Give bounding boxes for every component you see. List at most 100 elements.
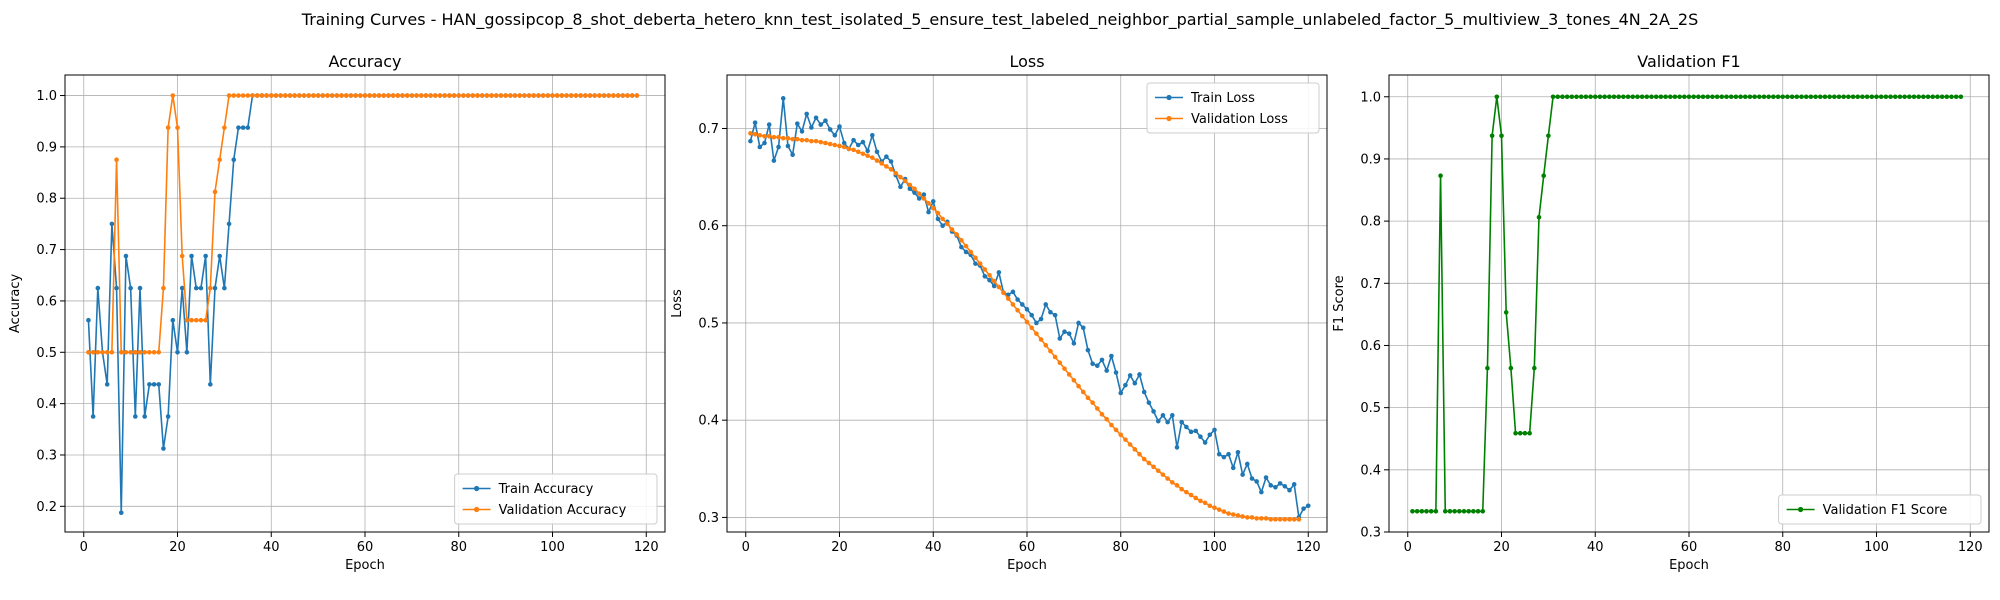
- accuracy-validation-accuracy-point: [128, 349, 133, 355]
- accuracy-validation-accuracy-point: [409, 93, 415, 98]
- accuracy-train-accuracy-point: [193, 285, 199, 291]
- loss-validation-loss-point: [1240, 514, 1245, 519]
- validation-f1-validation-f1-score-point: [1677, 94, 1682, 100]
- accuracy-validation-accuracy-point: [620, 93, 626, 98]
- loss-train-loss-point: [790, 152, 795, 158]
- accuracy-train-accuracy-point: [90, 414, 96, 419]
- validation-f1-xtick-label: 80: [1774, 540, 1791, 555]
- loss-validation-loss-point: [921, 196, 927, 201]
- loss-legend: Train Loss Validation Loss: [1146, 82, 1320, 134]
- loss-validation-loss-point: [1141, 456, 1147, 462]
- accuracy-validation-accuracy-point: [292, 93, 297, 98]
- loss-train-loss-point: [1198, 434, 1203, 440]
- validation-f1-validation-f1-score-point: [1414, 509, 1420, 514]
- loss-validation-loss-point: [809, 138, 814, 144]
- accuracy-validation-accuracy-point: [268, 93, 274, 98]
- accuracy-train-accuracy-point: [175, 349, 180, 355]
- loss-train-loss-point: [1141, 389, 1147, 395]
- accuracy-validation-accuracy-point: [564, 93, 569, 98]
- accuracy-train-accuracy-point: [86, 317, 91, 323]
- validation-f1-validation-f1-score-point: [1761, 94, 1767, 100]
- accuracy-train-accuracy-point: [156, 382, 162, 387]
- loss-validation-loss-point: [1062, 366, 1067, 371]
- validation-f1-ytick-label: 0.4: [1360, 463, 1381, 478]
- validation-f1-validation-f1-score-point: [1625, 94, 1631, 100]
- accuracy-train-accuracy-point: [118, 510, 124, 516]
- loss-train-loss-point: [1151, 409, 1156, 414]
- loss-train-loss-point: [785, 143, 791, 149]
- loss-validation-loss-point: [1137, 451, 1142, 457]
- loss-validation-loss-point: [855, 149, 861, 155]
- validation-f1-validation-f1-score-point: [1588, 94, 1593, 100]
- loss-train-loss-point: [884, 154, 889, 159]
- loss-validation-loss-point: [1066, 372, 1072, 377]
- loss-validation-loss-point: [1071, 378, 1077, 383]
- validation-f1-validation-f1-score-point: [1569, 94, 1575, 100]
- accuracy-validation-accuracy-point: [278, 93, 283, 98]
- validation-f1-validation-f1-score-point: [1466, 509, 1471, 514]
- loss-validation-loss-point: [1043, 343, 1049, 348]
- validation-f1-validation-f1-score-point: [1860, 94, 1865, 100]
- loss-validation-loss-point: [1052, 354, 1058, 360]
- loss-train-loss-point: [1254, 479, 1259, 484]
- loss-validation-loss-point: [832, 142, 838, 148]
- accuracy-validation-accuracy-point: [287, 93, 293, 98]
- loss-validation-loss-point: [757, 132, 763, 138]
- accuracy-validation-accuracy-point: [306, 93, 312, 98]
- accuracy-train-accuracy-point: [184, 349, 190, 355]
- validation-f1-validation-f1-score-point: [1621, 94, 1626, 100]
- loss-validation-loss-point: [1076, 383, 1081, 389]
- accuracy-validation-accuracy-point: [133, 349, 138, 355]
- loss-train-loss-point: [1020, 302, 1025, 307]
- loss-validation-loss-point: [1287, 517, 1292, 522]
- accuracy-validation-accuracy-point: [615, 93, 621, 98]
- validation-f1-validation-f1-score-point: [1785, 94, 1790, 100]
- accuracy-validation-accuracy-point: [339, 93, 344, 98]
- loss-train-loss-point: [1230, 465, 1236, 471]
- accuracy-validation-accuracy-point: [601, 93, 607, 98]
- accuracy-validation-accuracy-point: [479, 93, 485, 98]
- loss-validation-loss-point: [959, 238, 964, 243]
- validation-f1-validation-f1-score-point: [1902, 94, 1907, 100]
- accuracy-validation-accuracy-point: [226, 93, 232, 98]
- loss-train-loss-point: [809, 125, 814, 130]
- loss-legend-validation-loss-marker: [1166, 115, 1172, 122]
- validation-f1-validation-f1-score-point: [1447, 509, 1453, 514]
- validation-f1-xtick-label: 100: [1864, 540, 1889, 555]
- loss-train-loss-point: [1245, 461, 1250, 467]
- loss-validation-loss-point: [1099, 412, 1105, 417]
- loss-validation-loss-point: [1245, 515, 1250, 520]
- loss-validation-loss-point: [1029, 325, 1034, 331]
- validation-f1-validation-f1-score-point: [1583, 94, 1589, 100]
- validation-f1-validation-f1-score-point: [1939, 94, 1945, 100]
- accuracy-validation-accuracy-point: [470, 93, 476, 98]
- loss-train-loss-point: [1043, 302, 1049, 307]
- accuracy-validation-accuracy-point: [423, 93, 429, 98]
- loss-validation-loss-point: [752, 132, 758, 137]
- accuracy-legend-train-accuracy-marker: [474, 485, 480, 492]
- loss-train-loss-point: [757, 144, 763, 150]
- accuracy-validation-accuracy-point: [170, 93, 176, 98]
- validation-f1-validation-f1-score-point: [1827, 94, 1832, 100]
- loss-validation-loss-point: [813, 138, 819, 144]
- loss-validation-loss-point: [1291, 517, 1297, 522]
- loss-validation-loss-point: [912, 186, 917, 192]
- validation-f1-validation-f1-score-point: [1517, 430, 1523, 436]
- accuracy-validation-accuracy-point: [475, 93, 480, 98]
- validation-f1-validation-f1-score-point: [1883, 94, 1889, 100]
- loss-validation-loss-point: [930, 205, 936, 211]
- accuracy-validation-accuracy-point: [451, 93, 457, 98]
- loss-validation-loss-point: [771, 134, 777, 140]
- validation-f1-validation-f1-score-point: [1644, 94, 1650, 100]
- accuracy-train-accuracy-point: [179, 285, 185, 291]
- loss-train-loss-point: [1184, 424, 1189, 430]
- loss-train-loss-point: [973, 261, 978, 266]
- accuracy-validation-accuracy-point: [587, 93, 593, 98]
- validation-f1-validation-f1-score-point: [1489, 133, 1495, 139]
- loss-validation-loss-point: [1085, 395, 1091, 401]
- accuracy-train-accuracy-point: [208, 382, 213, 387]
- validation-f1-validation-f1-score-point: [1653, 94, 1659, 100]
- loss-train-loss-point: [1287, 487, 1292, 493]
- loss-train-loss-point: [1207, 432, 1213, 438]
